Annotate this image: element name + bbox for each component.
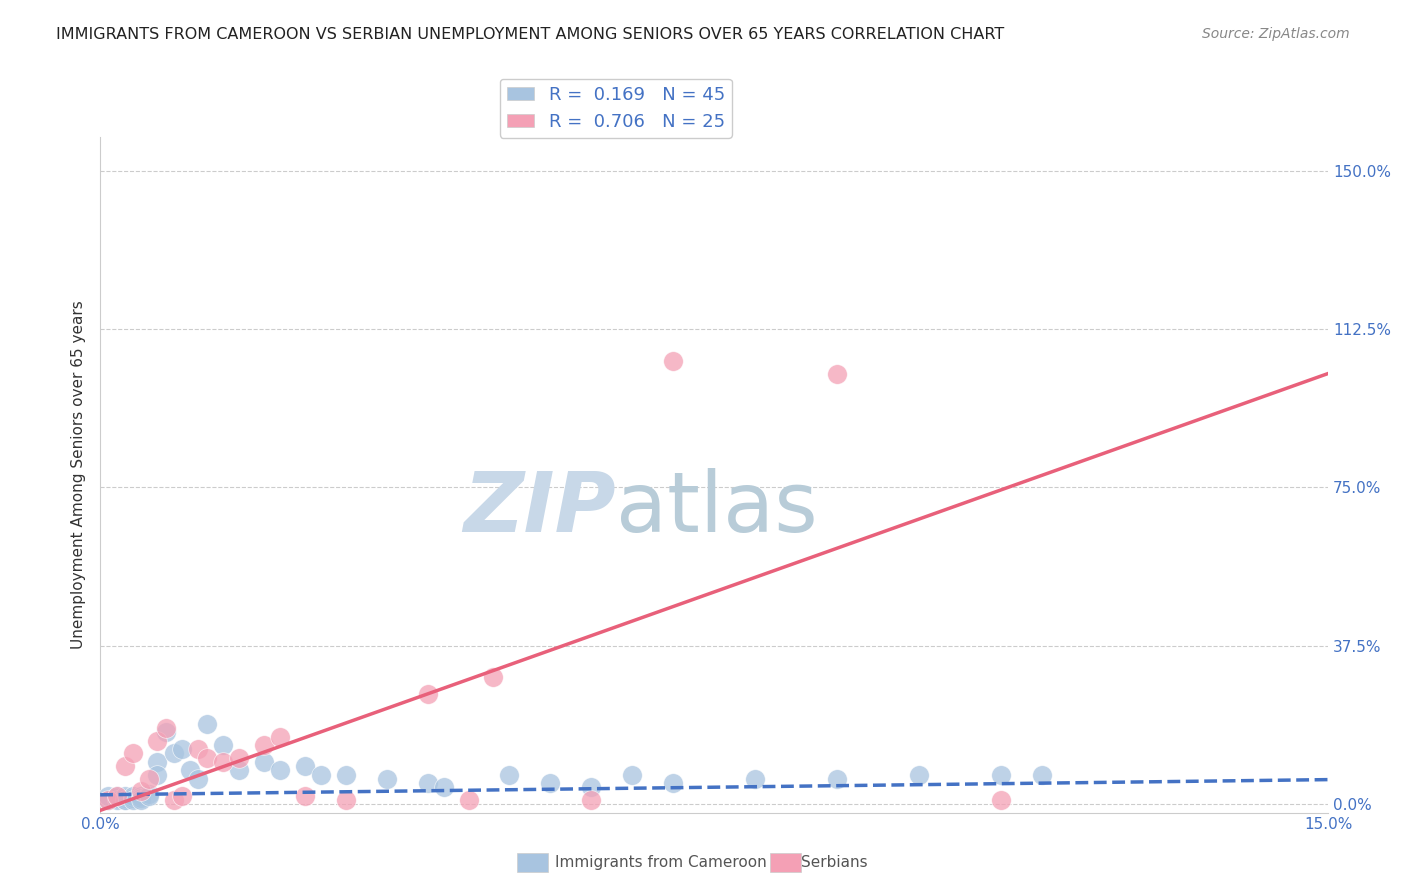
- Point: [129, 793, 152, 807]
- Point: [662, 354, 685, 368]
- Point: [433, 780, 456, 795]
- Point: [170, 789, 193, 803]
- Point: [97, 793, 120, 807]
- Point: [97, 789, 120, 803]
- Point: [212, 755, 235, 769]
- Point: [114, 790, 136, 805]
- Point: [416, 687, 439, 701]
- Point: [228, 750, 250, 764]
- Point: [621, 767, 644, 781]
- Point: [581, 780, 603, 795]
- Point: [212, 738, 235, 752]
- Point: [105, 790, 128, 805]
- Point: [1031, 767, 1053, 781]
- Point: [309, 767, 332, 781]
- Text: IMMIGRANTS FROM CAMEROON VS SERBIAN UNEMPLOYMENT AMONG SENIORS OVER 65 YEARS COR: IMMIGRANTS FROM CAMEROON VS SERBIAN UNEM…: [56, 27, 1004, 42]
- Text: Source: ZipAtlas.com: Source: ZipAtlas.com: [1202, 27, 1350, 41]
- Point: [187, 742, 209, 756]
- Point: [146, 755, 169, 769]
- Point: [114, 793, 136, 807]
- Point: [155, 721, 177, 735]
- Point: [114, 789, 136, 803]
- Point: [538, 776, 561, 790]
- Point: [662, 776, 685, 790]
- Point: [146, 767, 169, 781]
- Point: [269, 730, 291, 744]
- Point: [335, 793, 357, 807]
- Point: [105, 789, 128, 803]
- Point: [122, 747, 145, 761]
- Point: [375, 772, 398, 786]
- Point: [253, 755, 276, 769]
- Point: [228, 764, 250, 778]
- Point: [138, 772, 160, 786]
- Point: [163, 747, 186, 761]
- Text: Immigrants from Cameroon: Immigrants from Cameroon: [555, 855, 768, 870]
- Text: atlas: atlas: [616, 468, 818, 549]
- Point: [294, 759, 316, 773]
- Point: [179, 764, 201, 778]
- Point: [170, 742, 193, 756]
- Text: Serbians: Serbians: [801, 855, 868, 870]
- Point: [825, 367, 848, 381]
- Point: [138, 787, 160, 801]
- Point: [253, 738, 276, 752]
- Point: [163, 793, 186, 807]
- Point: [825, 772, 848, 786]
- Point: [97, 793, 120, 807]
- Point: [990, 793, 1012, 807]
- Point: [114, 793, 136, 807]
- Point: [294, 789, 316, 803]
- Point: [122, 793, 145, 807]
- Y-axis label: Unemployment Among Seniors over 65 years: Unemployment Among Seniors over 65 years: [72, 301, 86, 649]
- Point: [990, 767, 1012, 781]
- Point: [335, 767, 357, 781]
- Point: [457, 793, 479, 807]
- Point: [744, 772, 766, 786]
- Point: [498, 767, 520, 781]
- Point: [269, 764, 291, 778]
- Point: [195, 750, 218, 764]
- Point: [122, 790, 145, 805]
- Point: [105, 793, 128, 807]
- Point: [195, 717, 218, 731]
- Point: [187, 772, 209, 786]
- Point: [581, 793, 603, 807]
- Point: [138, 789, 160, 803]
- Point: [907, 767, 929, 781]
- Point: [105, 789, 128, 803]
- Legend: R =  0.169   N = 45, R =  0.706   N = 25: R = 0.169 N = 45, R = 0.706 N = 25: [499, 78, 733, 138]
- Point: [114, 759, 136, 773]
- Point: [129, 789, 152, 803]
- Point: [155, 725, 177, 739]
- Point: [129, 784, 152, 798]
- Point: [129, 790, 152, 805]
- Point: [146, 733, 169, 747]
- Point: [482, 670, 505, 684]
- Text: ZIP: ZIP: [463, 468, 616, 549]
- Point: [122, 789, 145, 803]
- Point: [416, 776, 439, 790]
